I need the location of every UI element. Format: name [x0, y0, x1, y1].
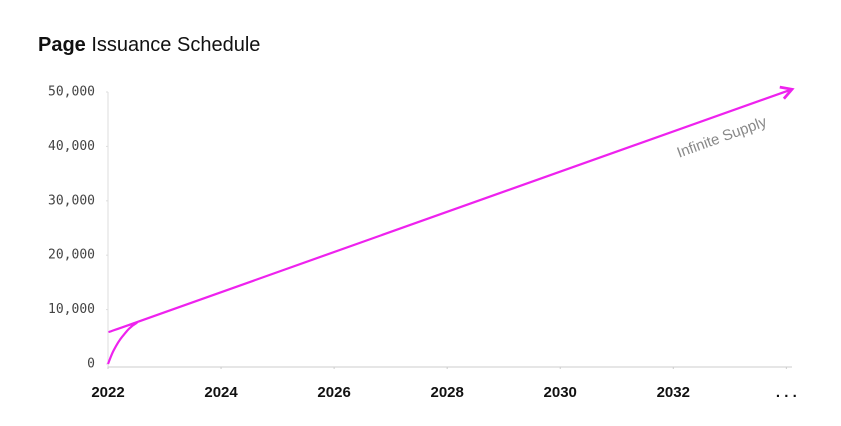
chart-title: Page Issuance Schedule: [38, 34, 260, 56]
x-tick-label: . . .: [776, 384, 797, 401]
annotation: Infinite Supply: [675, 113, 770, 161]
x-tick-label: 2028: [430, 384, 463, 401]
x-tick-label: 2032: [657, 384, 690, 401]
title-prefix: Page: [38, 34, 86, 56]
y-tick-label: 40,000: [48, 139, 95, 154]
y-tick-label: 20,000: [48, 248, 95, 263]
x-tick-label: 2024: [204, 384, 238, 401]
x-tick-label: 2030: [544, 384, 577, 401]
title-text: Issuance Schedule: [91, 34, 260, 56]
x-tick-label: 2022: [91, 384, 124, 401]
y-tick-label: 50,000: [48, 85, 95, 100]
y-tick-label: 10,000: [48, 302, 95, 317]
y-tick-label: 0: [87, 357, 95, 372]
supply-line: [106, 85, 795, 365]
y-tick-label: 30,000: [48, 193, 95, 208]
x-tick-label: 2026: [317, 384, 350, 401]
